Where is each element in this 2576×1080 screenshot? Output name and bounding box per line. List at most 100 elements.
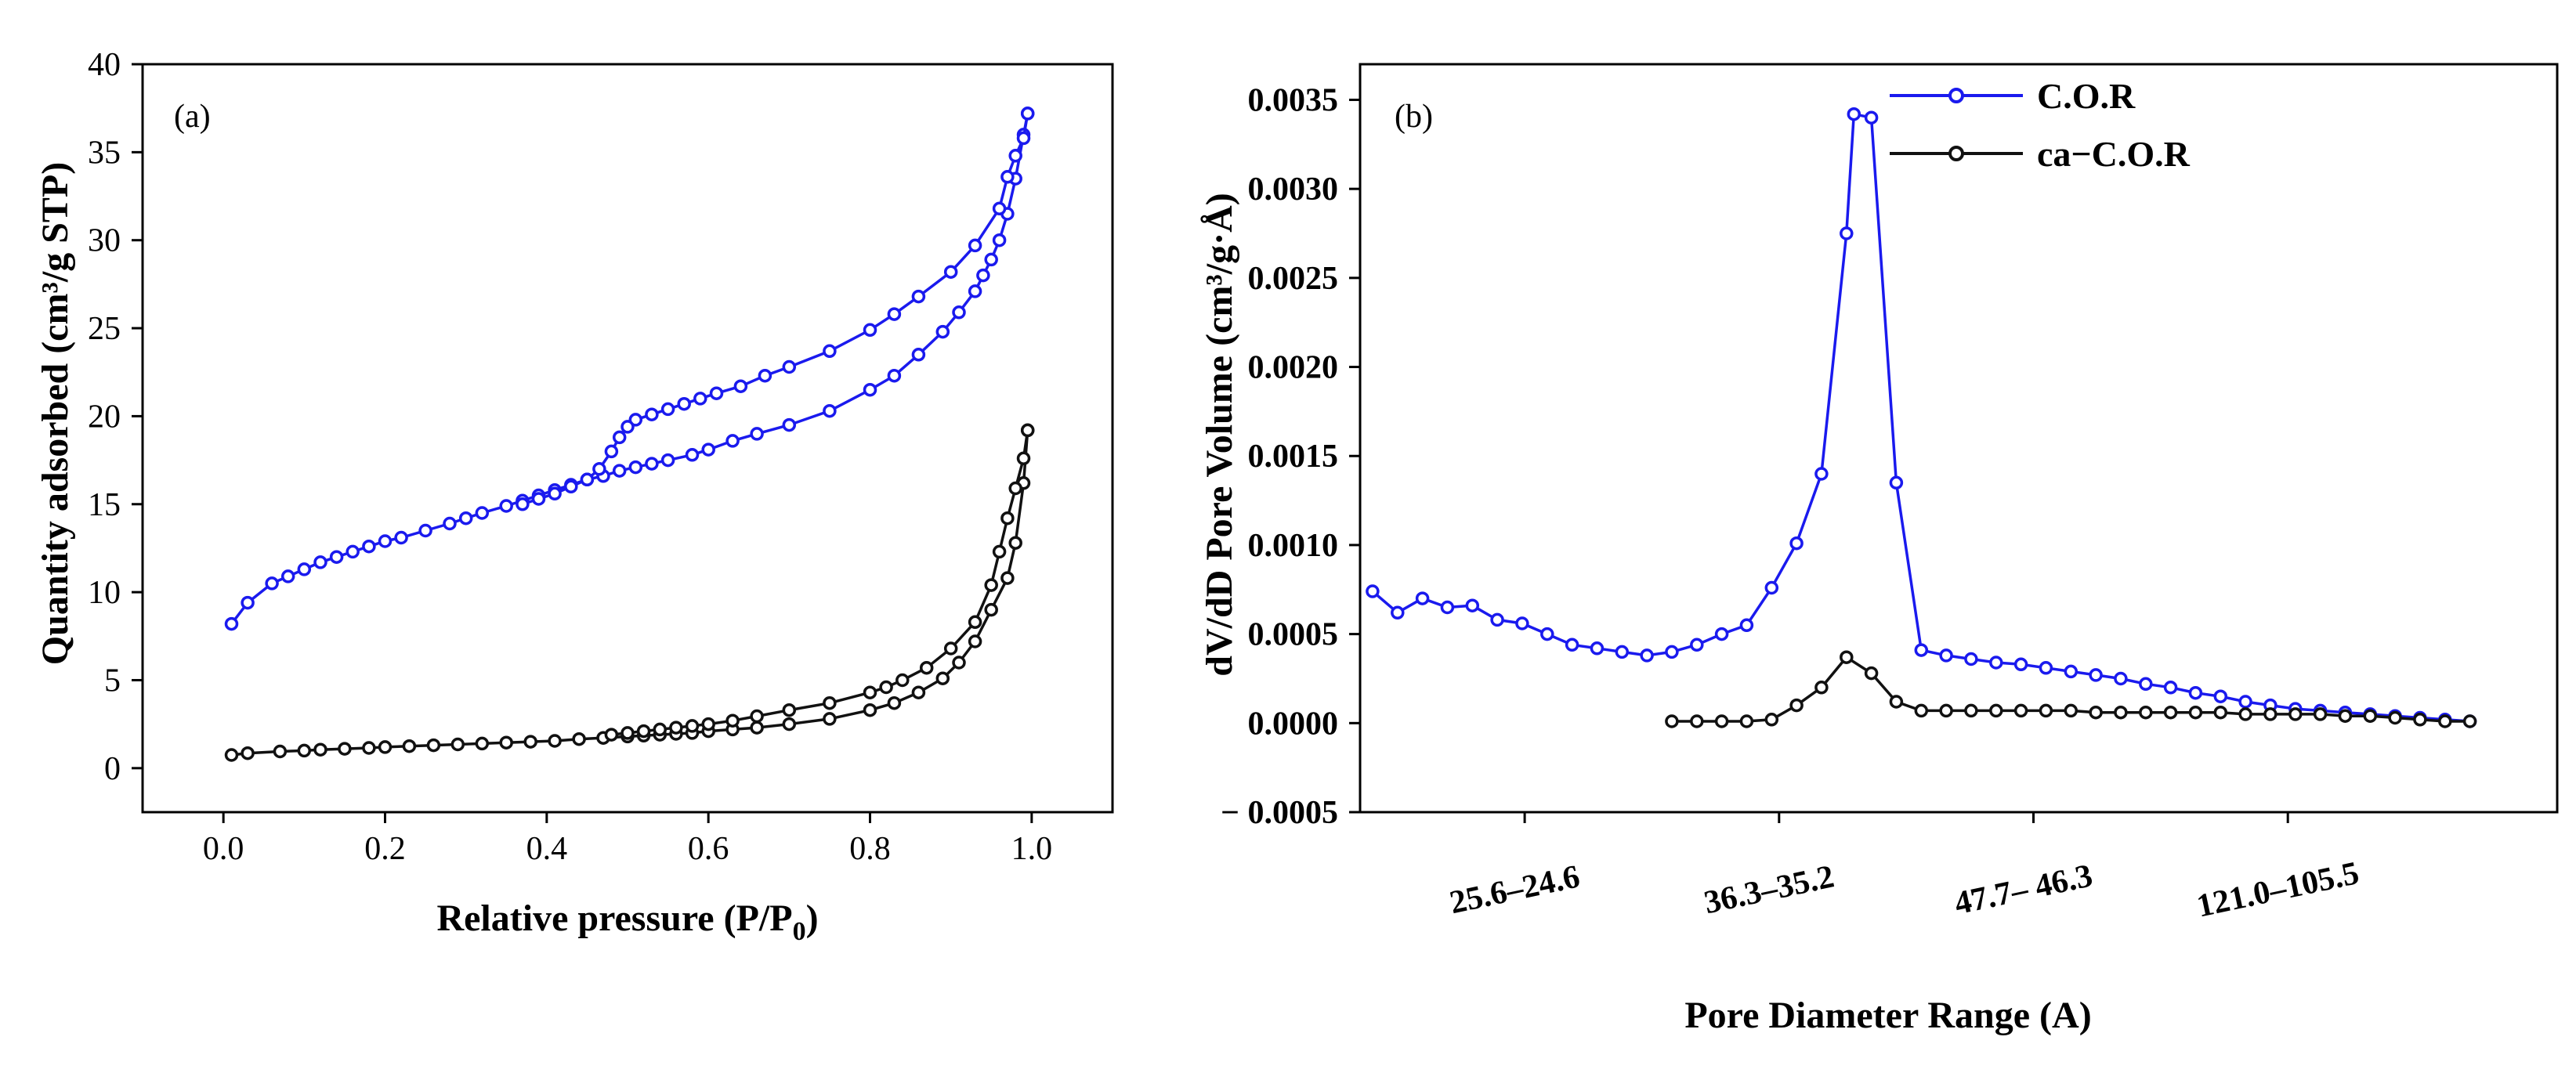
data-point: [402, 739, 417, 753]
data-point: [1864, 110, 1879, 125]
data-point: [458, 511, 473, 526]
data-point: [782, 717, 797, 731]
data-point: [620, 726, 635, 740]
data-point: [1391, 605, 1405, 620]
data-point: [2338, 709, 2353, 723]
x-axis-label-b: Pore Diameter Range (A): [1684, 995, 2091, 1036]
data-point: [782, 703, 797, 717]
data-point: [523, 735, 537, 749]
data-point: [984, 252, 998, 267]
data-point: [548, 486, 562, 501]
data-point: [1840, 650, 1854, 664]
data-point: [645, 457, 659, 471]
data-point: [968, 284, 982, 298]
data-point: [499, 735, 513, 749]
x-tick-label-a: 1.0: [1011, 831, 1053, 867]
data-point: [1465, 598, 1480, 612]
panel-label-b: (b): [1395, 99, 1433, 135]
data-point: [669, 721, 683, 735]
data-point: [1016, 451, 1031, 466]
y-tick-label-b: − 0.0005: [1221, 795, 1338, 831]
data-point: [750, 721, 764, 735]
data-point: [968, 238, 982, 253]
data-point: [968, 615, 982, 630]
data-point: [992, 201, 1007, 216]
x-axis-label-a-sub: 0: [793, 917, 806, 946]
y-tick-label-a: 35: [88, 135, 121, 171]
data-point: [378, 740, 393, 754]
data-point: [725, 434, 740, 448]
plot-frame-b: [1359, 63, 2559, 814]
data-point: [1889, 695, 1904, 709]
series-line: [611, 430, 1029, 736]
series-a-0: [224, 107, 1035, 631]
data-point: [1739, 618, 1754, 633]
data-point: [2039, 703, 2053, 718]
data-point: [224, 748, 239, 762]
data-point: [1964, 703, 1978, 718]
data-point: [443, 516, 457, 531]
data-point: [241, 746, 255, 760]
y-tick-label-b: 0.0010: [1248, 528, 1339, 564]
data-point: [693, 392, 707, 406]
data-point: [297, 562, 312, 576]
data-point: [2288, 707, 2303, 721]
series-line: [1371, 112, 2470, 723]
series-a-2: [224, 423, 1035, 762]
y-tick-label-b: 0.0005: [1248, 617, 1339, 653]
data-point: [1939, 703, 1953, 718]
data-point: [2213, 689, 2228, 703]
x-tick-label-a: 0.0: [203, 831, 244, 867]
data-point: [1008, 149, 1022, 163]
data-point: [887, 695, 902, 710]
data-point: [313, 555, 327, 569]
y-tick-label-a: 30: [88, 223, 121, 259]
data-point: [265, 576, 279, 591]
data-point: [952, 656, 966, 670]
data-point: [1640, 648, 1654, 663]
data-point: [516, 497, 530, 511]
data-point: [1000, 571, 1015, 585]
data-point: [1008, 481, 1022, 496]
data-point: [1939, 648, 1953, 663]
data-point: [911, 348, 926, 362]
data-point: [645, 407, 659, 421]
data-point: [863, 685, 877, 699]
data-point: [1366, 584, 1380, 598]
data-point: [592, 462, 606, 476]
series-line: [522, 113, 1029, 506]
data-point: [1440, 600, 1455, 615]
data-point: [863, 703, 877, 717]
x-axis-label-a-main: Relative pressure (P/P: [436, 898, 792, 939]
y-tick-label-a: 10: [88, 575, 121, 611]
data-point: [346, 544, 360, 559]
data-point: [2462, 714, 2477, 728]
data-point: [1490, 612, 1504, 627]
data-point: [782, 359, 797, 374]
data-point: [2039, 661, 2053, 675]
data-point: [531, 492, 546, 506]
series-a-3: [604, 423, 1035, 742]
data-point: [2438, 714, 2452, 728]
data-point: [984, 602, 998, 617]
data-point: [984, 578, 998, 592]
data-point: [1665, 645, 1679, 659]
data-point: [660, 453, 675, 468]
data-point: [329, 550, 344, 564]
data-point: [823, 695, 837, 710]
series-a-1: [516, 107, 1035, 511]
data-point: [475, 736, 490, 751]
y-tick-label-b: 0.0025: [1248, 261, 1339, 297]
y-tick-label-b: 0.0000: [1248, 706, 1339, 742]
data-point: [636, 724, 651, 739]
data-point: [280, 569, 295, 583]
x-tick-label-b: 121.0–105.5: [2194, 855, 2362, 925]
data-point: [362, 741, 376, 755]
data-point: [273, 744, 288, 759]
series-b-0: [1366, 107, 2477, 728]
data-point: [2363, 709, 2378, 723]
data-point: [2163, 681, 2178, 695]
x-tick-label-a: 0.4: [526, 831, 568, 867]
data-point: [701, 442, 715, 457]
